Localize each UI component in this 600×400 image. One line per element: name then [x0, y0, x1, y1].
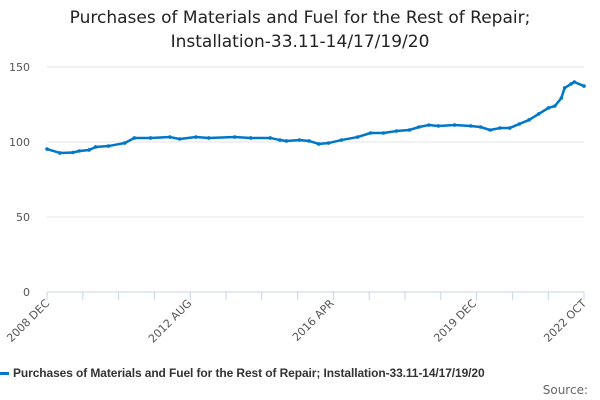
legend-swatch: [0, 372, 9, 376]
data-point: [249, 136, 253, 140]
data-point: [517, 122, 522, 126]
data-point: [93, 145, 98, 149]
data-point: [546, 106, 551, 110]
data-point: [569, 82, 573, 86]
data-point: [77, 149, 82, 153]
data-point: [177, 137, 182, 141]
legend-label: Purchases of Materials and Fuel for the …: [13, 366, 485, 380]
data-point: [87, 148, 91, 152]
source-label: Source:: [542, 383, 588, 397]
data-point: [326, 141, 331, 145]
data-point: [426, 123, 431, 127]
data-point: [507, 126, 512, 130]
x-tick-label: 2019 DEC: [431, 297, 479, 345]
chart-title-line-1: Purchases of Materials and Fuel for the …: [69, 8, 531, 28]
data-point: [381, 131, 386, 135]
data-point: [536, 112, 541, 116]
data-point: [316, 142, 321, 146]
data-point: [284, 139, 289, 143]
data-point: [559, 96, 564, 100]
data-point: [355, 135, 360, 139]
data-point: [553, 104, 557, 108]
data-point: [71, 150, 75, 155]
chart-title-line-2: Installation-33.11-14/17/19/20: [170, 32, 430, 52]
data-point: [132, 136, 137, 140]
data-point: [452, 123, 457, 127]
series-line: [46, 80, 585, 155]
data-point: [307, 139, 311, 143]
y-tick-label: 150: [9, 61, 30, 74]
data-point: [417, 125, 421, 129]
data-point: [572, 80, 577, 84]
data-point: [206, 136, 211, 140]
data-point: [45, 147, 49, 151]
legend[interactable]: Purchases of Materials and Fuel for the …: [0, 366, 596, 380]
data-point: [122, 141, 127, 145]
data-point: [498, 126, 502, 130]
chart-title: Purchases of Materials and Fuel for the …: [0, 6, 600, 54]
data-point: [368, 131, 373, 135]
data-point: [339, 138, 344, 142]
data-point: [268, 136, 273, 140]
line-chart: 0 50 100 150 2008 DEC 2012 AUG 2016 APR 2019 DE…: [4, 61, 589, 346]
data-point: [278, 138, 282, 142]
data-point: [394, 129, 399, 133]
data-point: [194, 135, 198, 139]
x-tick-label: 2008 DEC: [4, 297, 52, 345]
x-tick-label: 2016 APR: [290, 297, 337, 344]
y-tick-label: 100: [9, 136, 30, 149]
data-point: [478, 125, 483, 129]
data-point: [106, 144, 111, 148]
data-point: [527, 118, 531, 122]
data-point: [468, 124, 473, 128]
data-point: [407, 128, 412, 132]
x-tick-label: 2012 AUG: [146, 297, 195, 346]
data-point: [562, 86, 567, 90]
data-point: [582, 84, 586, 88]
data-point: [436, 124, 441, 128]
data-point: [232, 135, 237, 139]
y-tick-label: 50: [16, 211, 30, 224]
y-tick-label: 0: [23, 286, 30, 299]
data-point: [297, 138, 302, 142]
data-point: [148, 136, 153, 140]
data-point: [488, 128, 492, 132]
x-tick-label: 2022 OCT: [541, 297, 589, 345]
data-point: [168, 135, 172, 139]
data-point: [58, 151, 62, 155]
